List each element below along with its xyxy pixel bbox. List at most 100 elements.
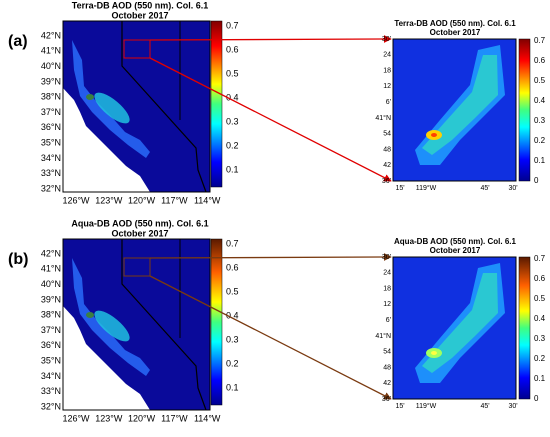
zoom-colorbar-label: 0.3 [534,116,546,125]
map-title: Terra-DB AOD (550 nm). Col. 6.1 [72,0,209,10]
zoom-lat-label: 42 [383,380,391,387]
zoom-lat-label: 48 [383,146,391,153]
panel-label: (b) [8,251,28,268]
colorbar [210,238,223,406]
frame [62,238,211,411]
lat-label: 39°N [41,76,61,86]
zoom-colorbar-label: 0.5 [534,294,546,303]
zoom-lat-label: 41°N [375,332,391,340]
lat-label: 37°N [41,107,61,117]
lat-label: 32°N [41,183,61,193]
lat-label: 40°N [41,61,61,71]
zoom-colorbar-label: 0.2 [534,354,546,363]
zoom-lat-label: 54 [383,131,391,138]
arrow [149,253,392,261]
zoom-subtitle: October 2017 [430,246,481,255]
zoom-lat-label: 36' [382,396,391,403]
zoom-colorbar-label: 0.5 [534,76,546,85]
colorbar [210,20,223,188]
zoom-colorbar [518,38,531,182]
lon-label: 126°W [62,413,90,423]
zoom-colorbar-label: 0.7 [534,254,546,263]
zoom-colorbar-label: 0 [534,394,539,403]
lat-label: 36°N [41,122,61,132]
zoom-colorbar-label: 0.1 [534,374,546,383]
lon-label: 120°W [128,413,156,423]
band2 [422,55,498,155]
colorbar-label: 0.7 [226,238,239,248]
arrow [149,275,392,400]
lon-label: 126°W [62,195,90,205]
colorbar-label: 0.2 [226,140,239,150]
zoom-lon-label: 15' [395,403,404,410]
lat-label: 41°N [41,46,61,56]
zoom-lat-label: 18 [383,67,391,74]
ocean [63,88,150,192]
zoom-colorbar [518,256,531,400]
lat-label: 40°N [41,279,61,289]
hotspot [86,312,94,318]
zoom-lat-label: 36' [382,178,391,185]
lat-label: 33°N [41,168,61,178]
arrow [149,35,392,43]
lat-label: 34°N [41,371,61,381]
zoom-lat-label: 6' [386,317,391,324]
lat-label: 42°N [41,248,61,258]
lon-label: 114°W [194,413,221,423]
zoom-lon-label: 15' [395,185,404,192]
panel-label: (a) [8,33,28,50]
zoom-lat-label: 12 [383,83,391,90]
colorbar-label: 0.6 [226,44,239,54]
zoom-colorbar-label: 0.4 [534,314,546,323]
zoom-lat-label: 30' [382,36,391,43]
zoom-lat-label: 12 [383,301,391,308]
lat-label: 35°N [41,137,61,147]
lat-label: 32°N [41,401,61,411]
valley [94,310,130,342]
map-subtitle: October 2017 [111,10,168,20]
zoom-lat-label: 48 [383,364,391,371]
map-title: Aqua-DB AOD (550 nm). Col. 6.1 [71,218,208,228]
zoom-box [123,39,151,59]
lat-label: 42°N [41,30,61,40]
zoom-lat-label: 41°N [375,114,391,122]
zoom-lon-label: 45' [480,403,489,410]
zoom-lat-label: 30' [382,254,391,261]
lon-label: 114°W [194,195,221,205]
colorbar-label: 0.4 [226,92,239,102]
colorbar-label: 0.6 [226,262,239,272]
border [121,239,207,411]
zoom-lat-label: 42 [383,162,391,169]
zoom-hot2 [431,133,437,137]
zoom-lon-label: 119°W [416,184,437,192]
valley [94,92,130,124]
lat-label: 38°N [41,310,61,320]
zoom-frame [392,256,517,400]
zoom-subtitle: October 2017 [430,28,481,37]
lat-label: 34°N [41,153,61,163]
zoom-lon-label: 45' [480,185,489,192]
zoom-image [392,256,517,400]
zoom-colorbar-label: 0.1 [534,156,546,165]
zoom-colorbar-label: 0.6 [534,274,546,283]
zoom-lon-label: 30' [508,185,517,192]
hotspot [86,94,94,100]
zoom-title: Terra-DB AOD (550 nm). Col. 6.1 [394,19,516,28]
ocean [63,306,150,410]
zoom-image [392,38,517,182]
lat-label: 36°N [41,340,61,350]
band2 [422,273,498,373]
zoom-colorbar-label: 0.3 [534,334,546,343]
lon-label: 120°W [128,195,156,205]
lat-label: 39°N [41,294,61,304]
zoom-colorbar-label: 0 [534,176,539,185]
lon-label: 123°W [95,413,123,423]
colorbar-label: 0.1 [226,164,239,174]
map-image [62,238,211,411]
lat-label: 38°N [41,92,61,102]
colorbar-label: 0.1 [226,382,239,392]
lon-label: 117°W [161,413,188,423]
zoom-colorbar-label: 0.6 [534,56,546,65]
zoom-hot2 [431,351,437,355]
